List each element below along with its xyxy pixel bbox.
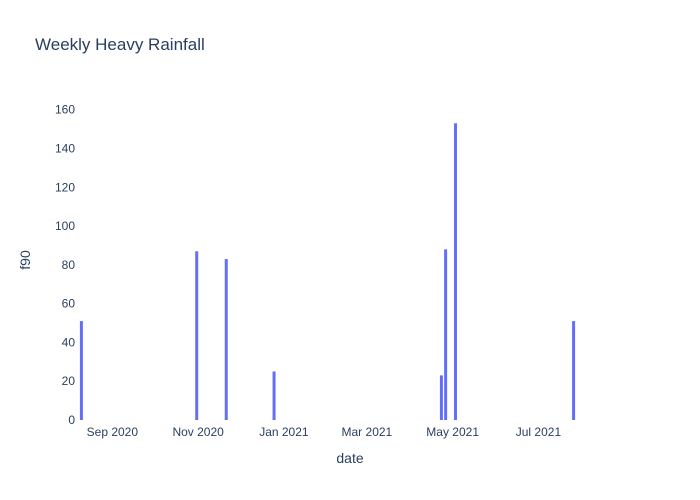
x-tick-label: Mar 2021 (342, 425, 393, 439)
x-tick-label: Jul 2021 (516, 425, 562, 439)
bar[interactable] (224, 259, 228, 420)
y-tick-label: 80 (62, 258, 76, 272)
y-tick-label: 40 (62, 335, 76, 349)
y-tick-label: 60 (62, 297, 76, 311)
x-axis-title: date (336, 450, 363, 466)
bar[interactable] (444, 249, 448, 420)
y-tick-label: 0 (68, 413, 75, 427)
y-axis-title: f90 (17, 250, 33, 270)
chart-title: Weekly Heavy Rainfall (35, 35, 205, 54)
y-tick-label: 100 (55, 219, 75, 233)
bar[interactable] (439, 375, 443, 420)
y-tick-label: 20 (62, 374, 76, 388)
y-axis-ticks: 0 20 40 60 80 100 120 140 160 (55, 103, 75, 427)
x-tick-label: May 2021 (426, 425, 479, 439)
x-tick-label: Jan 2021 (259, 425, 309, 439)
bars (79, 123, 576, 420)
x-axis-ticks: Sep 2020 Nov 2020 Jan 2021 Mar 2021 May 2021… (87, 425, 562, 439)
x-tick-label: Nov 2020 (172, 425, 224, 439)
bar[interactable] (195, 251, 199, 420)
x-tick-label: Sep 2020 (87, 425, 139, 439)
bar[interactable] (272, 371, 276, 420)
y-tick-label: 160 (55, 103, 75, 117)
y-tick-label: 120 (55, 180, 75, 194)
bar[interactable] (79, 321, 83, 420)
bar[interactable] (453, 123, 457, 420)
y-tick-label: 140 (55, 141, 75, 155)
bar[interactable] (572, 321, 576, 420)
